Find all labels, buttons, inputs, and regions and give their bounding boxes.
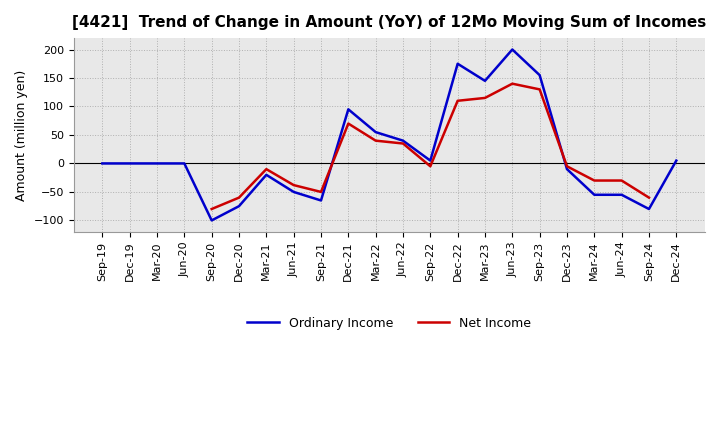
Net Income [536, 87, 544, 92]
Ordinary Income [235, 204, 243, 209]
Title: [4421]  Trend of Change in Amount (YoY) of 12Mo Moving Sum of Incomes: [4421] Trend of Change in Amount (YoY) o… [72, 15, 706, 30]
Ordinary Income [508, 47, 517, 52]
Ordinary Income [399, 138, 408, 143]
Ordinary Income [617, 192, 626, 198]
Ordinary Income [426, 158, 435, 163]
Line: Net Income: Net Income [212, 84, 649, 209]
Net Income [562, 164, 571, 169]
Ordinary Income [536, 73, 544, 78]
Net Income [235, 195, 243, 200]
Net Income [617, 178, 626, 183]
Ordinary Income [590, 192, 598, 198]
Ordinary Income [289, 189, 298, 194]
Net Income [508, 81, 517, 86]
Net Income [481, 95, 490, 101]
Ordinary Income [125, 161, 134, 166]
Line: Ordinary Income: Ordinary Income [102, 50, 676, 220]
Ordinary Income [372, 129, 380, 135]
Net Income [426, 164, 435, 169]
Ordinary Income [344, 106, 353, 112]
Ordinary Income [98, 161, 107, 166]
Ordinary Income [562, 166, 571, 172]
Net Income [289, 183, 298, 188]
Ordinary Income [262, 172, 271, 177]
Ordinary Income [180, 161, 189, 166]
Net Income [454, 98, 462, 103]
Ordinary Income [481, 78, 490, 84]
Ordinary Income [153, 161, 161, 166]
Net Income [590, 178, 598, 183]
Net Income [399, 141, 408, 146]
Net Income [344, 121, 353, 126]
Y-axis label: Amount (million yen): Amount (million yen) [15, 70, 28, 201]
Ordinary Income [454, 61, 462, 66]
Net Income [372, 138, 380, 143]
Net Income [262, 166, 271, 172]
Legend: Ordinary Income, Net Income: Ordinary Income, Net Income [243, 312, 536, 335]
Net Income [644, 195, 653, 200]
Ordinary Income [672, 158, 680, 163]
Net Income [207, 206, 216, 212]
Net Income [317, 189, 325, 194]
Ordinary Income [207, 218, 216, 223]
Ordinary Income [644, 206, 653, 212]
Ordinary Income [317, 198, 325, 203]
